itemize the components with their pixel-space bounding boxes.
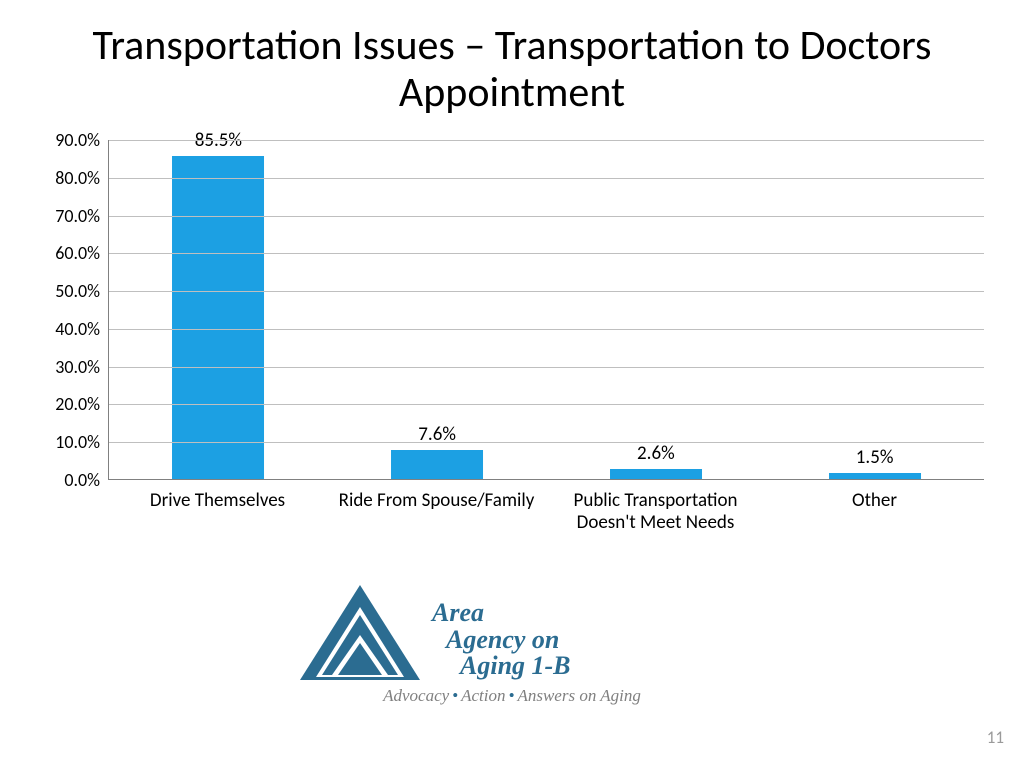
- chart-ytick-label: 60.0%: [30, 242, 100, 264]
- chart-ytick-label: 80.0%: [30, 167, 100, 189]
- logo-line-1: Area: [432, 600, 571, 627]
- chart-bar: [610, 469, 702, 479]
- slide-title: Transportation Issues – Transportation t…: [0, 0, 1024, 116]
- chart-ytick-label: 90.0%: [30, 129, 100, 151]
- chart-x-label: Drive Themselves: [108, 486, 327, 535]
- logo-line-3: Aging 1-B: [432, 653, 571, 680]
- chart-gridline: [109, 178, 984, 179]
- chart-gridline: [109, 216, 984, 217]
- tagline-part-2: Action: [461, 686, 505, 705]
- chart-bar: [172, 156, 264, 479]
- chart-ytick-label: 40.0%: [30, 318, 100, 340]
- chart-gridline: [109, 367, 984, 368]
- footer-logo: Area Agency on Aging 1-B Advocacy•Action…: [300, 585, 724, 717]
- chart-gridline: [109, 329, 984, 330]
- tagline-part-1: Advocacy: [383, 686, 449, 705]
- chart-bar: [391, 450, 483, 479]
- chart-gridline: [109, 253, 984, 254]
- chart-bar-value-label: 2.6%: [637, 442, 675, 465]
- chart-ytick-label: 70.0%: [30, 205, 100, 227]
- chart-bar-slot: 1.5%: [765, 140, 984, 479]
- chart-plot-area: 85.5%7.6% 2.6% 1.5%: [108, 140, 984, 480]
- chart-x-label: Ride From Spouse/Family: [327, 486, 546, 535]
- chart-x-label: Public Transportation Doesn't Meet Needs: [546, 486, 765, 535]
- chart-ytick-label: 20.0%: [30, 393, 100, 415]
- chart-gridline: [109, 291, 984, 292]
- chart-bar-slot: 7.6%: [328, 140, 547, 479]
- chart-ytick-label: 50.0%: [30, 280, 100, 302]
- chart-ytick-label: 10.0%: [30, 431, 100, 453]
- chart-bar-slot: 2.6%: [547, 140, 766, 479]
- chart-x-label: Other: [765, 486, 984, 535]
- chart-bar: [829, 473, 921, 479]
- chart-gridline: [109, 404, 984, 405]
- chart-bar-value-label: 1.5%: [856, 446, 894, 469]
- chart-gridline: [109, 140, 984, 141]
- chart-gridline: [109, 442, 984, 443]
- chart-bars-row: 85.5%7.6% 2.6% 1.5%: [109, 140, 984, 479]
- chart-ytick-label: 30.0%: [30, 356, 100, 378]
- page-number: 11: [987, 727, 1004, 748]
- triangle-logo-icon: [300, 585, 420, 680]
- logo-text: Area Agency on Aging 1-B: [432, 600, 571, 680]
- logo-line-2: Agency on: [432, 627, 571, 654]
- chart-ytick-label: 0.0%: [30, 469, 100, 491]
- logo-tagline: Advocacy•Action•Answers on Aging: [300, 686, 724, 706]
- bar-chart: 85.5%7.6% 2.6% 1.5% Drive ThemselvesRide F…: [30, 132, 994, 552]
- chart-x-labels: Drive ThemselvesRide From Spouse/FamilyP…: [108, 486, 984, 535]
- chart-bar-slot: 85.5%: [109, 140, 328, 479]
- tagline-part-3: Answers on Aging: [517, 686, 640, 705]
